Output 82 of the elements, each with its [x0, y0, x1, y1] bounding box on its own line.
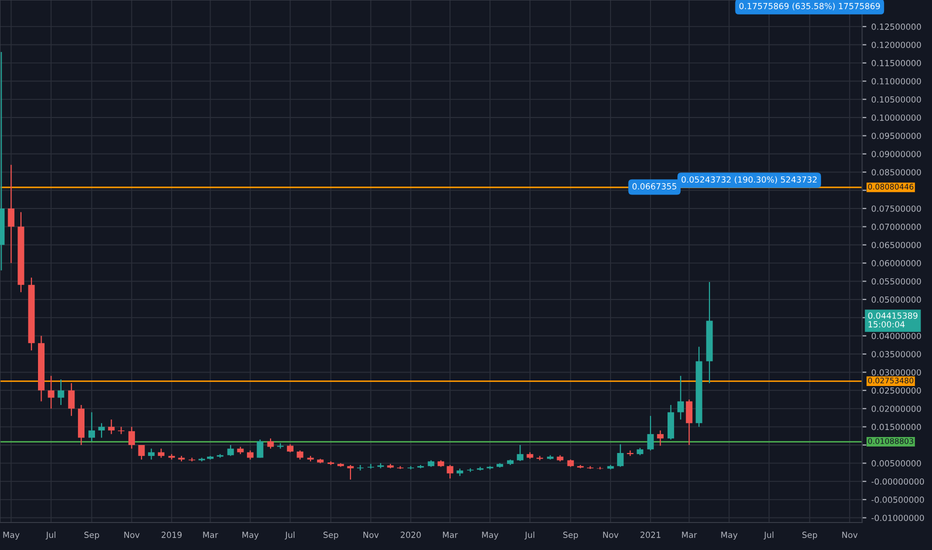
x-tick-label: May: [721, 532, 738, 540]
x-tick-label: Sep: [324, 532, 338, 540]
y-tick-label: 0.06000000: [872, 260, 921, 266]
candlestick: [68, 382, 75, 416]
y-tick-label: 0.12500000: [872, 24, 921, 30]
x-tick-label: 2021: [640, 532, 660, 538]
candlestick: [246, 450, 254, 460]
y-tick-label: 0.07000000: [872, 224, 921, 230]
y-tick-label: 0.11000000: [872, 78, 921, 84]
x-tick-label: Sep: [563, 532, 578, 540]
candlestick: [296, 450, 304, 460]
y-tick-label: -0.01000000: [872, 514, 924, 522]
y-tick-label: -0.00500000: [872, 496, 924, 503]
candlestick: [128, 426, 135, 450]
x-tick-label: Mar: [443, 532, 458, 538]
candlestick: [98, 422, 105, 438]
y-tick-label: 0.10000000: [872, 114, 921, 121]
x-tick-label: Mar: [682, 532, 698, 538]
y-tick-label: 0.02000000: [872, 406, 921, 412]
x-tick-label: May: [3, 532, 20, 540]
candlestick: [617, 444, 624, 468]
x-tick-label: Jul: [524, 532, 534, 540]
candlestick: [657, 430, 664, 446]
x-tick-label: May: [242, 532, 259, 540]
y-tick-label: 0.09000000: [872, 150, 921, 158]
candlestick: [88, 412, 95, 442]
candlestick: [158, 448, 164, 458]
candlestick: [108, 418, 115, 435]
x-tick-label: Sep: [84, 532, 100, 540]
candlestick: [677, 375, 684, 420]
x-tick-label: Nov: [363, 532, 379, 538]
y-tick-label: 0.09500000: [872, 132, 921, 140]
x-tick-label: Sep: [802, 532, 818, 540]
x-tick-label: 2019: [162, 532, 182, 538]
candlestick: [58, 378, 64, 406]
y-tick-label: 0.12000000: [872, 42, 921, 48]
candlestick: [8, 164, 14, 264]
candlestick: [396, 466, 404, 470]
y-tick-label: 0.08500000: [872, 169, 921, 176]
candlestick: [626, 450, 634, 456]
candlestick: [446, 464, 454, 480]
x-tick-label: Nov: [124, 532, 140, 538]
y-tick-label: 0.10500000: [872, 96, 921, 103]
candlestick: [686, 398, 692, 446]
x-tick-label: Nov: [603, 532, 618, 538]
y-tick-label: 0.05500000: [872, 278, 921, 285]
candlestick: [347, 464, 354, 480]
x-tick-label: Nov: [842, 532, 858, 538]
y-tick-label: -0.00000000: [872, 478, 924, 485]
x-tick-label: 2020: [400, 532, 421, 538]
candlestick: [198, 457, 206, 462]
y-tick-label: 0.05000000: [872, 296, 921, 303]
candlestick: [407, 466, 414, 470]
y-tick-label: 0.07500000: [872, 205, 921, 212]
candlestick: [48, 375, 54, 410]
candlestick: [256, 438, 264, 458]
y-tick-label: 0.06500000: [872, 242, 921, 248]
x-tick-label: Jul: [284, 532, 294, 540]
annotation: 0.05243732 (190.30%) 5243732: [682, 176, 817, 184]
candlestick: [138, 444, 145, 460]
candlestick: [357, 464, 364, 472]
annotation: 0.0667355: [632, 183, 676, 190]
candlestick: [267, 438, 274, 450]
candlestick: [586, 466, 594, 470]
text: 0.04415389 15:00:04: [868, 312, 918, 328]
y-tick-label: 0.04000000: [872, 332, 921, 340]
y-tick-label: 0.00500000: [872, 460, 921, 466]
x-tick-label: Mar: [203, 532, 218, 538]
y-tick-label: 0.02500000: [872, 387, 921, 394]
candlestick: [647, 415, 654, 452]
candlestick: [536, 455, 544, 461]
y-tick-label: 0.03000000: [872, 369, 921, 376]
y-tick-label: 0.11500000: [872, 60, 921, 66]
annotation: 0.17575869 (635.58%) 17575869: [739, 2, 880, 10]
y-tick-label: 0.01500000: [872, 424, 921, 430]
x-tick-label: Jul: [46, 532, 56, 540]
candlestick: [148, 448, 155, 460]
y-tick-label: 0.03500000: [872, 351, 921, 358]
candlestick: [227, 444, 234, 456]
x-tick-label: May: [482, 532, 498, 540]
x-tick-label: Jul: [764, 532, 774, 540]
candlestick: [516, 444, 524, 462]
